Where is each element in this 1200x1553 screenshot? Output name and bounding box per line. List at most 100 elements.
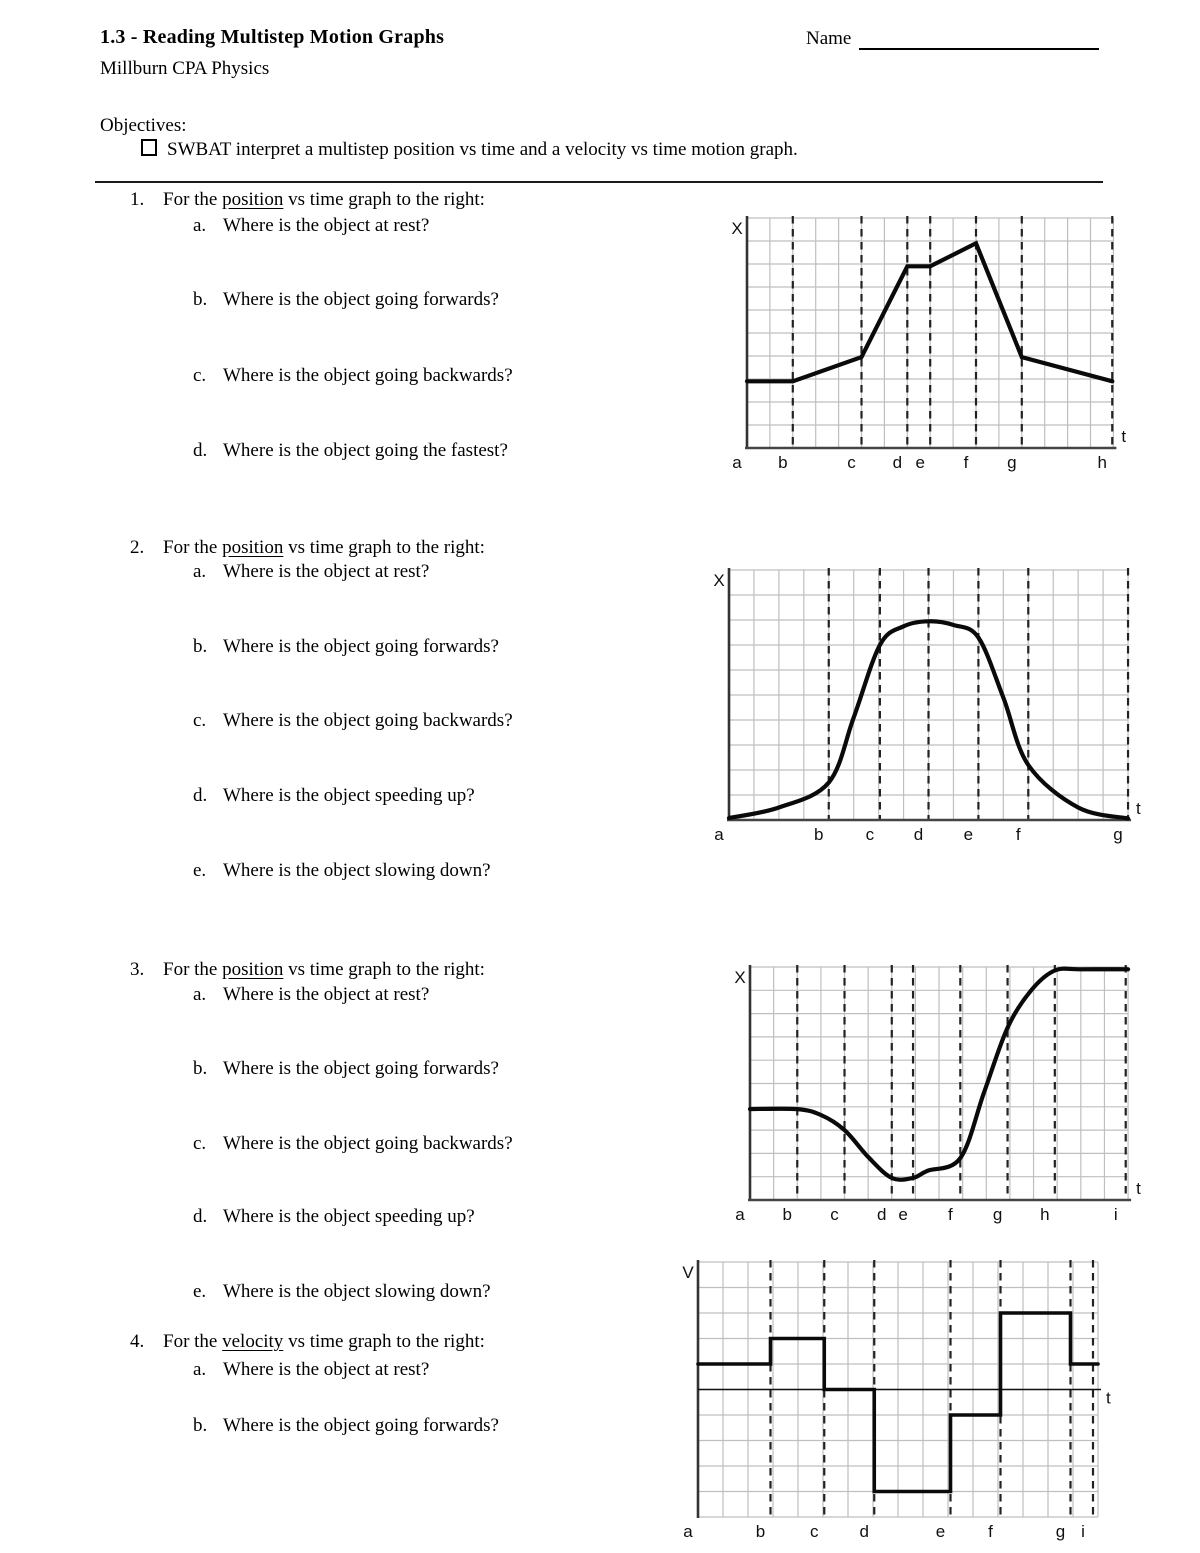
- subquestion-letter: a.: [193, 215, 207, 236]
- subquestion-letter: a.: [193, 1359, 207, 1380]
- question-number: 4.: [130, 1331, 145, 1352]
- subquestion-letter: a.: [193, 984, 207, 1005]
- subquestion-letter: d.: [193, 785, 208, 806]
- subquestion-letter: b.: [193, 289, 208, 310]
- tick-label-e: e: [964, 825, 973, 844]
- question-number: 2.: [130, 537, 145, 558]
- subquestion-3a: a. Where is the object at rest?: [193, 984, 429, 1006]
- question-prompt: For the position vs time graph to the ri…: [163, 189, 485, 210]
- tick-label-b: b: [783, 1205, 792, 1224]
- tick-label-a: a: [683, 1522, 693, 1541]
- subquestion-3e: e. Where is the object slowing down?: [193, 1281, 491, 1303]
- y-axis-label: X: [734, 968, 745, 987]
- tick-label-c: c: [830, 1205, 839, 1224]
- subquestion-4a: a. Where is the object at rest?: [193, 1359, 429, 1381]
- subquestion-2c: c. Where is the object going backwards?: [193, 710, 513, 732]
- subquestion-text: Where is the object going backwards?: [223, 365, 513, 386]
- subquestion-3c: c. Where is the object going backwards?: [193, 1133, 513, 1155]
- subquestion-text: Where is the object speeding up?: [223, 785, 475, 806]
- page-title: 1.3 - Reading Multistep Motion Graphs: [100, 26, 445, 48]
- subquestion-4b: b. Where is the object going forwards?: [193, 1415, 499, 1437]
- motion-curve: [726, 619, 1131, 821]
- tick-label-a: a: [732, 453, 742, 472]
- tick-label-d: d: [914, 825, 923, 844]
- prompt-keyword: position: [222, 189, 284, 210]
- subquestion-2b: b. Where is the object going forwards?: [193, 636, 499, 658]
- name-label: Name: [806, 28, 852, 49]
- tick-label-c: c: [847, 453, 856, 472]
- tick-label-f: f: [988, 1522, 993, 1541]
- subquestion-1b: b. Where is the object going forwards?: [193, 289, 499, 311]
- question-prompt: For the velocity vs time graph to the ri…: [163, 1331, 485, 1352]
- question-1: 1. For the position vs time graph to the …: [130, 189, 485, 211]
- prompt-keyword: velocity: [222, 1331, 284, 1352]
- subquestion-letter: c.: [193, 1133, 207, 1154]
- tick-label-f: f: [948, 1205, 953, 1224]
- subquestion-letter: e.: [193, 860, 207, 881]
- tick-label-g: g: [993, 1205, 1002, 1224]
- prompt-keyword: position: [222, 959, 284, 980]
- subquestion-text: Where is the object slowing down?: [223, 860, 491, 881]
- subquestion-2d: d. Where is the object speeding up?: [193, 785, 475, 807]
- subquestion-text: Where is the object going backwards?: [223, 1133, 513, 1154]
- y-axis-label: V: [682, 1263, 694, 1282]
- subquestion-text: Where is the object speeding up?: [223, 1206, 475, 1227]
- position-time-graph-2: a b c d e f g Xt: [713, 568, 1141, 844]
- prompt-keyword: position: [222, 537, 284, 558]
- tick-label-d: d: [893, 453, 902, 472]
- tick-label-e: e: [915, 453, 924, 472]
- objective-text: SWBAT interpret a multistep position vs …: [167, 139, 798, 160]
- position-time-graph-1: a b c d e f g h Xt: [731, 216, 1126, 472]
- subquestion-text: Where is the object at rest?: [223, 984, 430, 1005]
- name-field: Name: [806, 28, 1100, 50]
- objectives-heading: Objectives:: [100, 115, 187, 136]
- tick-label-f: f: [964, 453, 969, 472]
- section-divider: [95, 181, 1103, 183]
- x-axis-label: t: [1136, 799, 1141, 818]
- tick-label-c: c: [810, 1522, 819, 1541]
- tick-label-b: b: [756, 1522, 765, 1541]
- motion-curve: [744, 240, 1115, 384]
- question-3: 3. For the position vs time graph to the …: [130, 959, 485, 981]
- tick-label-a: a: [735, 1205, 745, 1224]
- tick-label-d: d: [860, 1522, 869, 1541]
- question-prompt: For the position vs time graph to the ri…: [163, 537, 485, 558]
- subquestion-text: Where is the object going forwards?: [223, 289, 499, 310]
- tick-label-e: e: [898, 1205, 907, 1224]
- subquestion-letter: c.: [193, 710, 207, 731]
- tick-label-c: c: [866, 825, 875, 844]
- y-axis-label: X: [713, 571, 724, 590]
- question-number: 1.: [130, 189, 145, 210]
- subquestion-1c: c. Where is the object going backwards?: [193, 365, 513, 387]
- tick-label-i: i: [1114, 1205, 1118, 1224]
- tick-label-d: d: [877, 1205, 886, 1224]
- tick-label-h: h: [1040, 1205, 1049, 1224]
- question-4: 4. For the velocity vs time graph to the …: [130, 1331, 485, 1353]
- x-axis-label: t: [1136, 1179, 1141, 1198]
- subquestion-text: Where is the object going the fastest?: [223, 440, 508, 461]
- tick-label-b: b: [814, 825, 823, 844]
- motion-curve: [747, 966, 1131, 1182]
- subquestion-letter: d.: [193, 440, 208, 461]
- subquestion-text: Where is the object at rest?: [223, 215, 430, 236]
- subquestion-text: Where is the object going forwards?: [223, 1415, 499, 1436]
- course-subtitle: Millburn CPA Physics: [100, 58, 270, 79]
- x-axis-label: t: [1106, 1389, 1111, 1408]
- subquestion-text: Where is the object going forwards?: [223, 1058, 499, 1079]
- subquestion-text: Where is the object slowing down?: [223, 1281, 491, 1302]
- tick-label-g: g: [1113, 825, 1122, 844]
- subquestion-letter: c.: [193, 365, 207, 386]
- subquestion-3b: b. Where is the object going forwards?: [193, 1058, 499, 1080]
- subquestion-2a: a. Where is the object at rest?: [193, 561, 429, 583]
- subquestion-letter: b.: [193, 1415, 208, 1436]
- subquestion-letter: e.: [193, 1281, 207, 1302]
- objective-item: SWBAT interpret a multistep position vs …: [141, 139, 798, 161]
- velocity-time-graph-4: a b c d e f g i Vt: [682, 1260, 1111, 1541]
- subquestion-letter: b.: [193, 1058, 208, 1079]
- subquestion-1a: a. Where is the object at rest?: [193, 215, 429, 237]
- tick-label-b: b: [778, 453, 787, 472]
- subquestion-text: Where is the object at rest?: [223, 561, 430, 582]
- tick-label-g: g: [1056, 1522, 1065, 1541]
